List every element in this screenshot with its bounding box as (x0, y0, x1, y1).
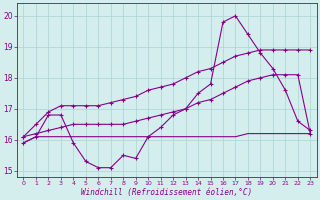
X-axis label: Windchill (Refroidissement éolien,°C): Windchill (Refroidissement éolien,°C) (81, 188, 252, 197)
